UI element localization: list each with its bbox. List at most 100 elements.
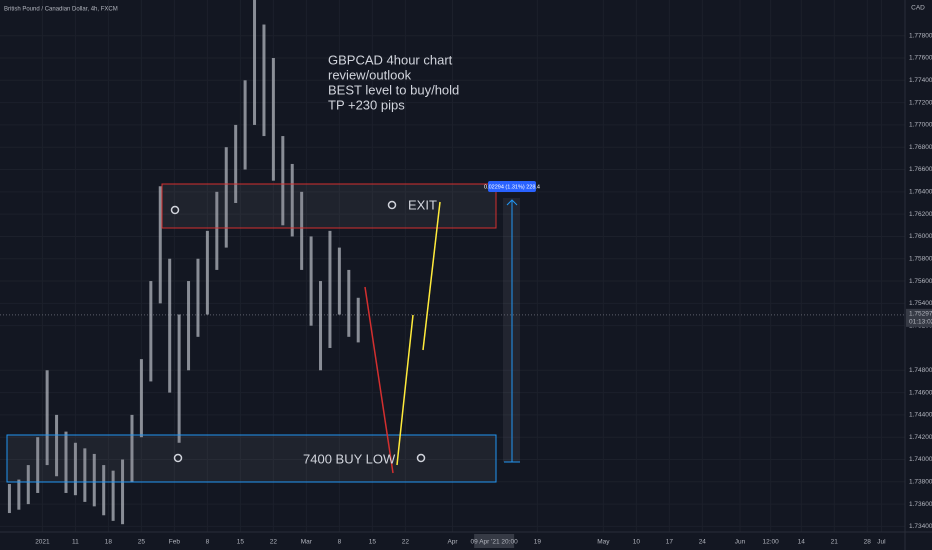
measure-label-box <box>488 181 536 192</box>
axes: 1.73400 1.73600 1.73800 1.74000 1.74200 1.744… <box>35 32 932 548</box>
price-bar <box>102 465 106 516</box>
x-tick-label: 2021 <box>35 539 50 546</box>
price-bar <box>177 314 181 443</box>
price-bar <box>281 136 285 226</box>
x-tick-label: Jul <box>877 539 886 546</box>
x-tick-label: Jun <box>735 539 746 546</box>
price-bar <box>92 453 96 507</box>
price-bar <box>319 281 323 371</box>
trend-line[interactable] <box>364 286 394 474</box>
icon[interactable] <box>173 453 183 463</box>
price-bar <box>7 484 11 514</box>
y-tick-label: 1.77000 <box>909 122 932 129</box>
x-tick-label: 11 <box>72 539 79 546</box>
cursor-date: 09 Apr '21 20:00 <box>471 539 519 546</box>
price-bar <box>187 281 191 371</box>
currency: CAD <box>911 5 925 12</box>
outlook-line: GBPCAD 4hour chart <box>328 52 453 67</box>
price-bar <box>347 269 351 337</box>
price-bar <box>121 459 125 525</box>
icon[interactable] <box>170 205 180 215</box>
x-tick-label: 28 <box>864 539 872 546</box>
y-tick-label: 1.77600 <box>909 55 932 62</box>
y-tick-label: 1.73600 <box>909 501 932 508</box>
x-tick-label: 8 <box>338 539 342 546</box>
x-tick-label: 22 <box>270 539 278 546</box>
price-bar <box>234 124 238 203</box>
price-bar <box>196 258 200 337</box>
outlook-line: BEST level to buy/hold <box>328 82 459 97</box>
symbol-title: British Pound / Canadian Dollar, 4h, FXC… <box>4 7 118 13</box>
price-bar <box>243 80 247 170</box>
price-bar <box>300 191 304 270</box>
trend-line[interactable] <box>396 314 414 466</box>
y-tick-label: 1.77800 <box>909 32 932 39</box>
y-tick-label: 1.77200 <box>909 99 932 106</box>
last-price-box <box>906 308 932 327</box>
price-bar <box>215 191 219 270</box>
measure-arrow <box>506 199 518 206</box>
price-bar <box>328 230 332 348</box>
price-bar <box>45 370 49 466</box>
icon[interactable] <box>416 453 426 463</box>
price-bar <box>36 437 40 493</box>
cursor-date-box <box>474 534 515 548</box>
price-bar <box>64 431 68 493</box>
x-tick-label: 25 <box>138 539 146 546</box>
icons <box>170 200 426 463</box>
countdown: 01:13:02 <box>909 319 932 326</box>
price-bars <box>7 0 360 525</box>
y-tick-label: 1.74600 <box>909 389 932 396</box>
trend-line[interactable] <box>422 201 441 351</box>
y-tick-label: 1.75400 <box>909 300 932 307</box>
price-bar <box>271 57 275 181</box>
y-tick-label: 1.76800 <box>909 144 932 151</box>
x-tick-label: 15 <box>369 539 377 546</box>
x-tick-label: 12:00 <box>763 539 780 546</box>
x-tick-label: Apr <box>447 539 458 546</box>
y-tick-label: 1.76200 <box>909 211 932 218</box>
x-tick-label: 14 <box>798 539 806 546</box>
price-bar <box>83 448 87 502</box>
price-bar <box>158 186 162 304</box>
y-tick-label: 1.76000 <box>909 233 932 240</box>
y-tick-label: 1.76400 <box>909 189 932 196</box>
y-tick-label: 1.75600 <box>909 278 932 285</box>
measure-label: 0.02294 (1.31%) 228.4 <box>484 184 540 190</box>
price-bar <box>309 236 313 326</box>
y-tick-label: 1.74800 <box>909 367 932 374</box>
exit-label: EXIT <box>408 197 437 212</box>
buy-label: 7400 BUY LOW <box>303 451 396 466</box>
x-tick-label: May <box>597 539 610 546</box>
y-tick-label: 1.73400 <box>909 523 932 530</box>
x-tick-label: 18 <box>105 539 113 546</box>
x-tick-label: 17 <box>666 539 674 546</box>
y-tick-label: 1.76600 <box>909 166 932 173</box>
price-bar <box>55 414 59 477</box>
x-tick-label: Feb <box>169 539 181 546</box>
y-tick-label: 1.74000 <box>909 456 932 463</box>
price-bar <box>73 442 77 496</box>
y-tick-label: 1.77400 <box>909 77 932 84</box>
price-bar <box>356 297 360 343</box>
price-bar <box>139 359 143 438</box>
x-tick-label: Mar <box>301 539 313 546</box>
x-tick-label: 10 <box>633 539 641 546</box>
price-bar <box>290 163 294 237</box>
price-bar <box>168 258 172 393</box>
x-tick-label: 21 <box>831 539 839 546</box>
x-tick-label: 15 <box>237 539 245 546</box>
outlook-line: TP +230 pips <box>328 97 405 112</box>
exit-zone[interactable] <box>161 183 497 229</box>
price-bar <box>205 230 209 315</box>
buy-zone[interactable] <box>6 434 497 483</box>
price-bar <box>149 281 153 382</box>
y-tick-label: 1.75800 <box>909 255 932 262</box>
y-tick-label: 1.73800 <box>909 479 932 486</box>
price-bar <box>337 247 341 315</box>
price-bar <box>262 24 266 137</box>
icon[interactable] <box>387 200 397 210</box>
last-price: 1.75297 <box>909 311 932 318</box>
